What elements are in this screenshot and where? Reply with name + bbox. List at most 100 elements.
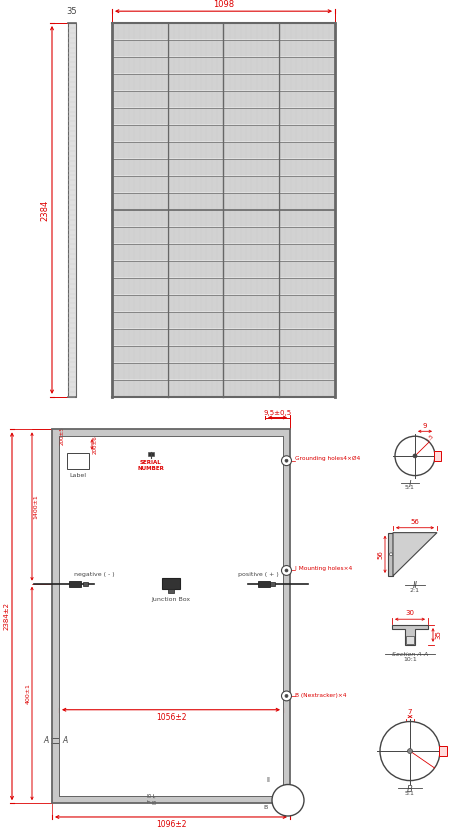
Bar [224,193,278,209]
Bar [168,75,222,90]
Circle shape [389,553,392,556]
Text: 1400±1: 1400±1 [33,494,38,519]
Text: A: A [44,736,49,745]
Bar [168,193,222,209]
Bar [52,796,289,803]
Bar [112,109,167,124]
Bar [257,581,269,587]
Bar [224,109,278,124]
Circle shape [407,749,412,754]
Bar [282,429,289,803]
Bar [112,295,167,311]
Bar [224,41,278,56]
Bar [269,582,274,586]
Bar [168,244,222,261]
Circle shape [412,454,416,458]
Bar [280,364,334,379]
Bar [162,579,179,589]
Bar [168,589,174,593]
Text: 2384±2: 2384±2 [4,603,10,630]
Bar [112,193,167,209]
Bar [168,380,222,397]
Bar [67,453,89,469]
Bar [168,125,222,141]
Bar [280,330,334,345]
Bar [280,346,334,363]
Bar [224,244,278,261]
Text: 9: 9 [422,423,426,429]
Text: 400±1: 400±1 [26,683,31,704]
Bar [280,177,334,193]
Bar [112,125,167,141]
Bar [112,312,167,329]
Bar [168,211,222,227]
Bar [224,261,278,277]
Bar [280,380,334,397]
Bar [112,364,167,379]
Bar [224,23,278,40]
Text: SERIAL
NUMBER: SERIAL NUMBER [137,460,164,471]
Bar [168,41,222,56]
Text: 2384: 2384 [40,199,49,221]
Text: 5:1: 5:1 [404,791,414,797]
Bar [280,109,334,124]
Bar [52,429,289,803]
Text: 7 B: 7 B [148,793,153,803]
Bar [280,41,334,56]
Circle shape [281,456,291,466]
Bar [112,211,167,227]
Bar [280,278,334,295]
Circle shape [285,459,287,462]
Bar [280,159,334,175]
Bar [112,261,167,277]
Bar [168,295,222,311]
Text: 7: 7 [407,709,411,715]
Text: 200±5: 200±5 [60,426,65,445]
Text: Section A-A: Section A-A [391,652,427,657]
Bar [168,23,222,40]
Bar [112,143,167,159]
Bar [224,159,278,175]
Text: Label: Label [69,473,86,478]
Text: R4,5: R4,5 [422,432,434,445]
Bar [224,75,278,90]
Circle shape [281,565,291,575]
Bar [224,380,278,397]
Bar [168,57,222,74]
Bar [433,451,440,461]
Bar [112,75,167,90]
Bar [112,41,167,56]
Bar [224,330,278,345]
Text: 9,5±0,5: 9,5±0,5 [263,409,291,416]
Bar [52,429,59,803]
Bar [405,636,413,644]
Bar [112,177,167,193]
Polygon shape [392,533,436,576]
Bar [112,330,167,345]
Bar [387,533,392,576]
Bar [112,23,334,397]
Bar [224,143,278,159]
Bar [59,437,282,796]
Bar [168,330,222,345]
Bar [168,109,222,124]
Bar [112,227,167,243]
Bar [280,211,334,227]
Bar [224,91,278,107]
Bar [69,581,81,587]
Text: 1096±2: 1096±2 [156,820,186,829]
Bar [168,364,222,379]
Bar [83,582,88,586]
Bar [224,227,278,243]
Text: B (Nextracker)×4: B (Nextracker)×4 [294,693,346,698]
Circle shape [394,437,434,476]
Bar [280,261,334,277]
Text: positive ( + ): positive ( + ) [237,572,278,577]
Text: 56: 56 [376,549,382,559]
Text: B ⌐: B ⌐ [153,793,158,804]
Text: 56: 56 [410,519,419,525]
Bar [224,177,278,193]
Bar [224,295,278,311]
Bar [224,125,278,141]
Bar [224,211,278,227]
